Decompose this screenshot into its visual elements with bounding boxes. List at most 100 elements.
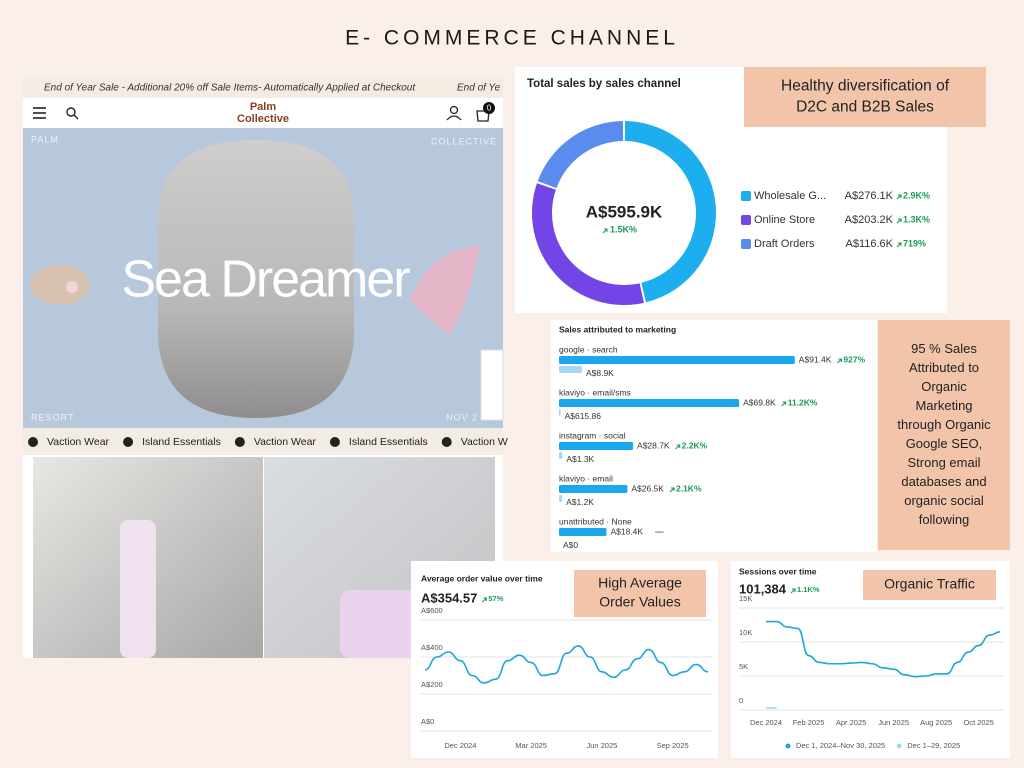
y-tick-label: 5K: [739, 662, 748, 671]
shell-decoration: [30, 265, 90, 305]
value-label: A$1.3K: [566, 454, 594, 464]
donut-total: A$595.9K: [586, 202, 663, 221]
category-label: klaviyo · email: [559, 473, 613, 483]
data-line: [766, 620, 1001, 678]
callout-text: Order Values: [599, 594, 680, 610]
value-label: A$91.4K: [799, 354, 832, 364]
value-label: A$1.2K: [566, 497, 594, 507]
donut-segment: [624, 121, 716, 303]
announcement: End of Year Sale - Additional 20% off Sa…: [44, 83, 416, 94]
y-tick-label: A$400: [421, 643, 443, 652]
bar: [559, 495, 563, 502]
value-label: A$615.86: [565, 411, 602, 421]
slide-title: E- COMMERCE CHANNEL: [345, 27, 679, 50]
callout-box: [744, 67, 986, 127]
ticker-item: Vaction Wear: [254, 436, 317, 448]
pearl-decoration: [66, 281, 78, 293]
bar: [559, 528, 607, 536]
change-label: 2.1K%: [676, 483, 702, 493]
change-label: 1.3K%: [903, 214, 930, 224]
cart-count: 0: [487, 104, 492, 113]
search-icon[interactable]: [66, 107, 79, 120]
callout-text: 95 % Sales: [911, 341, 977, 356]
x-tick-label: Sep 2025: [657, 741, 689, 750]
category-label: klaviyo · email/sms: [559, 387, 631, 397]
hero-photo: [158, 140, 354, 418]
ticker-item: Vaction Wear: [47, 436, 110, 448]
conch-decoration: [410, 245, 480, 335]
bar: [559, 485, 628, 493]
trend-arrow: [669, 487, 675, 493]
trend-arrow: [896, 194, 902, 200]
change-label: 719%: [903, 238, 926, 248]
callout-text: D2C and B2B Sales: [796, 99, 934, 116]
chart-title: Total sales by sales channel: [527, 78, 681, 90]
value-label: A$8.9K: [586, 368, 614, 378]
bar: [559, 452, 563, 459]
value-label: A$69.8K: [743, 397, 776, 407]
hero-corner-label: PALM: [31, 134, 59, 144]
bar: [559, 409, 561, 416]
ticker-item: Island Essentials: [142, 436, 221, 448]
x-tick-label: Dec 2024: [444, 741, 476, 750]
legend-label: Draft Orders: [754, 238, 815, 250]
y-tick-label: 0: [739, 696, 743, 705]
change-label: 2.9K%: [903, 190, 930, 200]
y-tick-label: 10K: [739, 628, 752, 637]
nav-bar: [23, 98, 503, 128]
donut-segment: [532, 183, 644, 305]
data-line: [424, 645, 709, 684]
change-label: 2.2K%: [682, 440, 708, 450]
headline-value: A$354.57: [421, 590, 477, 605]
trend-arrow: [781, 401, 787, 407]
callout-text: Attributed to: [909, 360, 979, 375]
category-label: instagram · social: [559, 430, 626, 440]
chart-title: Sessions over time: [739, 566, 817, 576]
value-label: A$276.1K: [845, 190, 894, 202]
ticker-star: [329, 437, 340, 447]
ticker-star: [234, 437, 245, 447]
hero-corner-label: RESORT: [31, 412, 74, 422]
bar: [559, 356, 795, 364]
headline-value: 101,384: [739, 581, 787, 596]
trend-arrow: [482, 597, 487, 603]
callout-box: [574, 570, 706, 617]
change-label: 11.2K%: [788, 397, 818, 407]
ticker-star: [441, 437, 452, 447]
ticker-star: [28, 437, 38, 447]
trend-arrow: [790, 588, 796, 594]
callout-text: following: [919, 512, 970, 527]
x-tick-label: Oct 2025: [964, 718, 994, 727]
hero-title: Sea Dreamer: [121, 251, 410, 309]
legend-label: Online Store: [754, 214, 815, 226]
brand-logo: Collective: [237, 113, 289, 125]
trend-arrow: [896, 242, 902, 248]
cart-badge: [483, 102, 495, 114]
callout-text: through Organic: [897, 417, 991, 432]
side-tools: [480, 349, 504, 421]
legend-label: Dec 1–29, 2025: [907, 741, 960, 750]
headline-change: 57%: [488, 594, 503, 603]
callout-text: Strong email: [908, 455, 981, 470]
x-tick-label: Aug 2025: [920, 718, 952, 727]
ticker-item: Vaction W: [461, 436, 508, 448]
callout-box: [863, 570, 996, 600]
chart-title: Average order value over time: [421, 573, 543, 583]
value-label: A$26.5K: [631, 483, 664, 493]
trend-arrow: [837, 358, 842, 364]
callout-text: organic social: [904, 493, 984, 508]
y-tick-label: 15K: [739, 594, 752, 603]
value-label: A$0: [563, 540, 578, 550]
headline-change: 1.1K%: [797, 585, 820, 594]
legend-label: Dec 1, 2024–Nov 30, 2025: [796, 741, 885, 750]
store-screenshot: [23, 77, 504, 658]
legend-swatch: [741, 239, 751, 249]
change-label: 927%: [843, 354, 865, 364]
legend-dot: [785, 743, 791, 749]
callout-text: Google SEO,: [906, 436, 983, 451]
x-tick-label: Jun 2025: [586, 741, 617, 750]
donut-segment: [537, 121, 624, 189]
account-icon[interactable]: [446, 105, 462, 121]
menu-icon[interactable]: [33, 107, 46, 119]
